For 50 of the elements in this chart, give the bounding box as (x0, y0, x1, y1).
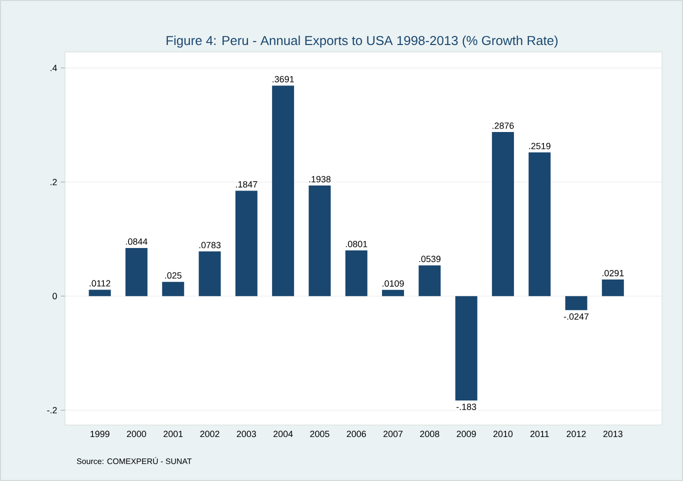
data-label: .0109 (382, 280, 404, 287)
x-tick-label: 1999 (90, 430, 110, 438)
x-tick-label: 2013 (603, 430, 622, 438)
x-tick-label: 2005 (310, 430, 330, 438)
data-label: .3691 (272, 76, 294, 82)
data-label: .0783 (199, 242, 221, 248)
y-tick-label: .2 (50, 178, 57, 186)
y-tick-label: .4 (50, 64, 57, 72)
x-tick-label: 2001 (164, 430, 183, 438)
x-tick-label: 2008 (420, 430, 440, 438)
bar (308, 186, 331, 296)
data-label: -.0247 (564, 313, 589, 320)
x-tick-label: 2002 (200, 430, 220, 438)
bar (198, 251, 221, 296)
data-label: .025 (165, 272, 182, 279)
bar (418, 265, 441, 296)
bar (345, 250, 368, 296)
x-tick-label: 2006 (346, 430, 366, 438)
bar (528, 152, 551, 296)
x-tick-label: 2012 (566, 430, 586, 438)
bar (235, 190, 258, 296)
bar (492, 132, 514, 296)
data-label: -.183 (456, 404, 476, 410)
bar (162, 282, 184, 296)
bar (455, 296, 478, 400)
x-tick-label: 2000 (126, 430, 146, 438)
data-label: .0539 (419, 256, 440, 262)
data-label: .2876 (492, 122, 514, 129)
y-tick-label: -.2 (47, 407, 57, 414)
data-label: .0844 (126, 238, 148, 245)
bar (565, 296, 588, 310)
x-tick-label: 2011 (530, 430, 549, 438)
bar (382, 290, 404, 296)
bar (272, 86, 294, 296)
data-label: .0291 (602, 270, 624, 276)
x-tick-label: 2003 (236, 430, 256, 438)
chart-title: Figure 4: Peru - Annual Exports to USA 1998-2013 (% Growth Rate) (166, 36, 558, 48)
data-label: .1938 (309, 176, 331, 182)
x-tick-label: 2010 (493, 430, 513, 438)
data-label: .0801 (346, 240, 368, 248)
y-tick-label: 0 (52, 292, 57, 300)
data-label: .2519 (529, 142, 550, 150)
data-label: .0112 (90, 280, 110, 287)
x-tick-label: 2007 (383, 430, 403, 438)
x-tick-label: 2009 (456, 430, 476, 438)
x-tick-label: 2004 (274, 430, 293, 438)
bar (125, 248, 148, 296)
bar (88, 290, 111, 296)
data-label: .1847 (236, 181, 258, 188)
bar (602, 279, 624, 296)
